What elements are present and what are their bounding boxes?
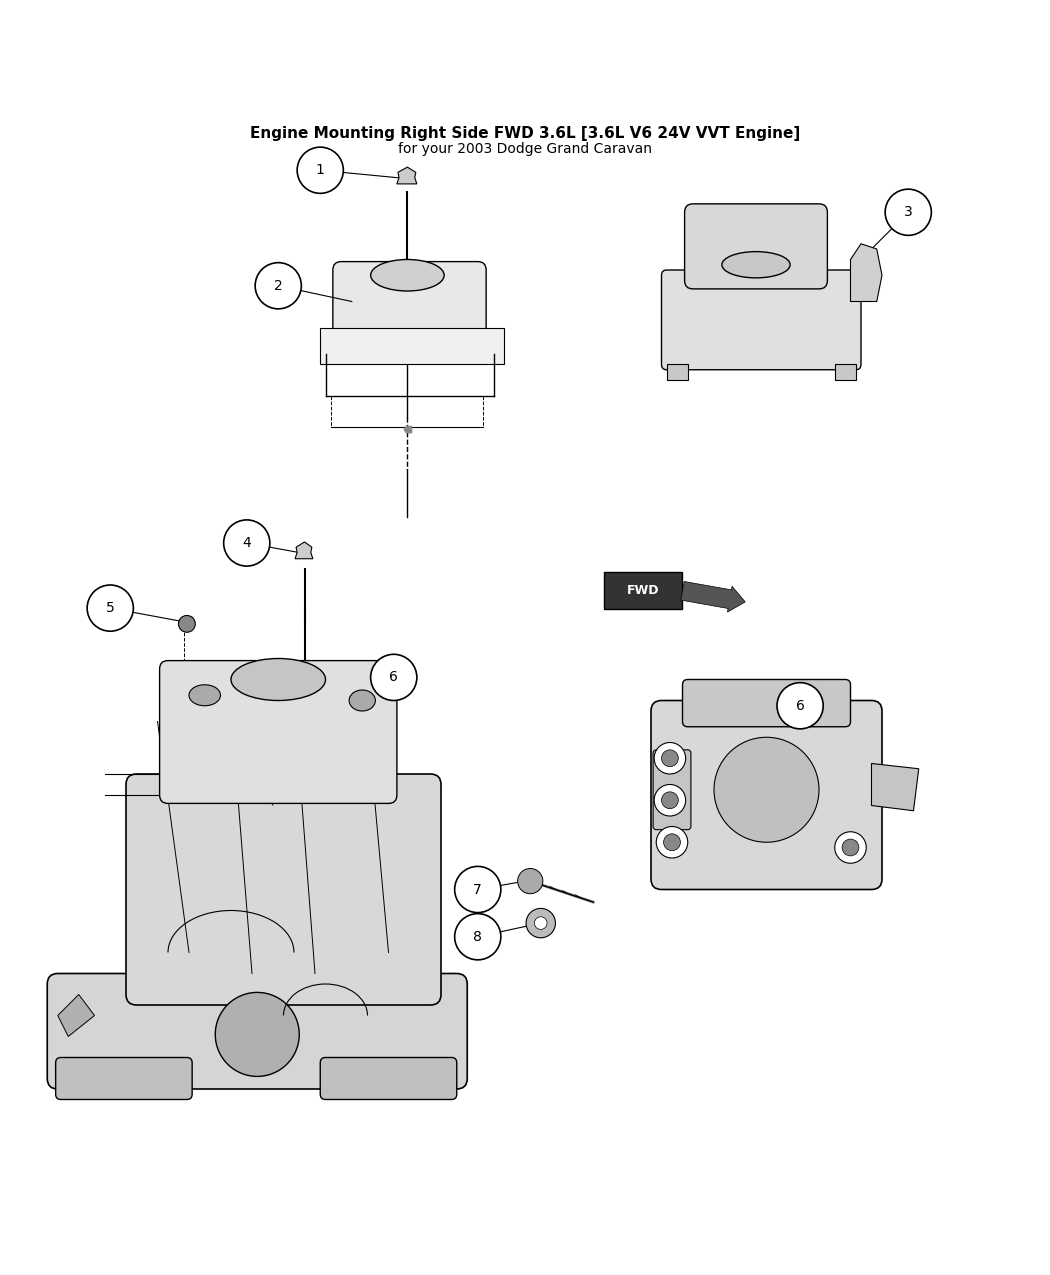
Circle shape xyxy=(656,826,688,858)
Circle shape xyxy=(455,914,501,960)
Text: FWD: FWD xyxy=(627,584,659,597)
Polygon shape xyxy=(295,542,313,558)
FancyBboxPatch shape xyxy=(685,204,827,289)
Ellipse shape xyxy=(371,260,444,291)
Circle shape xyxy=(518,868,543,894)
Ellipse shape xyxy=(722,251,790,278)
Text: 7: 7 xyxy=(474,882,482,896)
FancyArrow shape xyxy=(680,581,745,612)
FancyBboxPatch shape xyxy=(333,261,486,342)
Ellipse shape xyxy=(714,737,819,843)
Circle shape xyxy=(662,750,678,766)
Ellipse shape xyxy=(231,658,326,700)
Circle shape xyxy=(178,616,195,632)
Text: 1: 1 xyxy=(316,163,324,177)
Polygon shape xyxy=(397,167,417,184)
Ellipse shape xyxy=(189,685,220,706)
Polygon shape xyxy=(404,426,412,432)
FancyBboxPatch shape xyxy=(47,974,467,1089)
Circle shape xyxy=(87,585,133,631)
Text: for your 2003 Dodge Grand Caravan: for your 2003 Dodge Grand Caravan xyxy=(398,142,652,156)
Text: 5: 5 xyxy=(106,601,114,615)
Text: Engine Mounting Right Side FWD 3.6L [3.6L V6 24V VVT Engine]: Engine Mounting Right Side FWD 3.6L [3.6… xyxy=(250,126,800,142)
Polygon shape xyxy=(667,365,688,380)
Text: 8: 8 xyxy=(474,929,482,944)
Circle shape xyxy=(255,263,301,309)
Polygon shape xyxy=(850,244,882,301)
Circle shape xyxy=(534,917,547,929)
FancyBboxPatch shape xyxy=(604,572,683,609)
Circle shape xyxy=(297,147,343,194)
FancyBboxPatch shape xyxy=(682,680,850,727)
FancyBboxPatch shape xyxy=(320,328,504,365)
Circle shape xyxy=(654,742,686,774)
Polygon shape xyxy=(58,994,94,1037)
Polygon shape xyxy=(872,764,919,811)
Circle shape xyxy=(371,654,417,700)
Circle shape xyxy=(654,784,686,816)
FancyBboxPatch shape xyxy=(56,1057,192,1099)
Circle shape xyxy=(224,520,270,566)
Circle shape xyxy=(835,831,866,863)
FancyBboxPatch shape xyxy=(160,660,397,803)
Text: 6: 6 xyxy=(796,699,804,713)
Circle shape xyxy=(664,834,680,850)
Circle shape xyxy=(215,992,299,1076)
Circle shape xyxy=(842,839,859,856)
Circle shape xyxy=(526,908,555,938)
FancyBboxPatch shape xyxy=(653,750,691,830)
Circle shape xyxy=(455,867,501,913)
FancyBboxPatch shape xyxy=(320,1057,457,1099)
FancyBboxPatch shape xyxy=(651,700,882,890)
Circle shape xyxy=(885,189,931,236)
FancyBboxPatch shape xyxy=(126,774,441,1005)
Text: 6: 6 xyxy=(390,671,398,685)
Circle shape xyxy=(777,682,823,729)
Text: 4: 4 xyxy=(243,536,251,550)
Polygon shape xyxy=(835,365,856,380)
Text: 2: 2 xyxy=(274,279,282,293)
Circle shape xyxy=(662,792,678,808)
FancyBboxPatch shape xyxy=(662,270,861,370)
Ellipse shape xyxy=(349,690,376,711)
Text: 3: 3 xyxy=(904,205,912,219)
